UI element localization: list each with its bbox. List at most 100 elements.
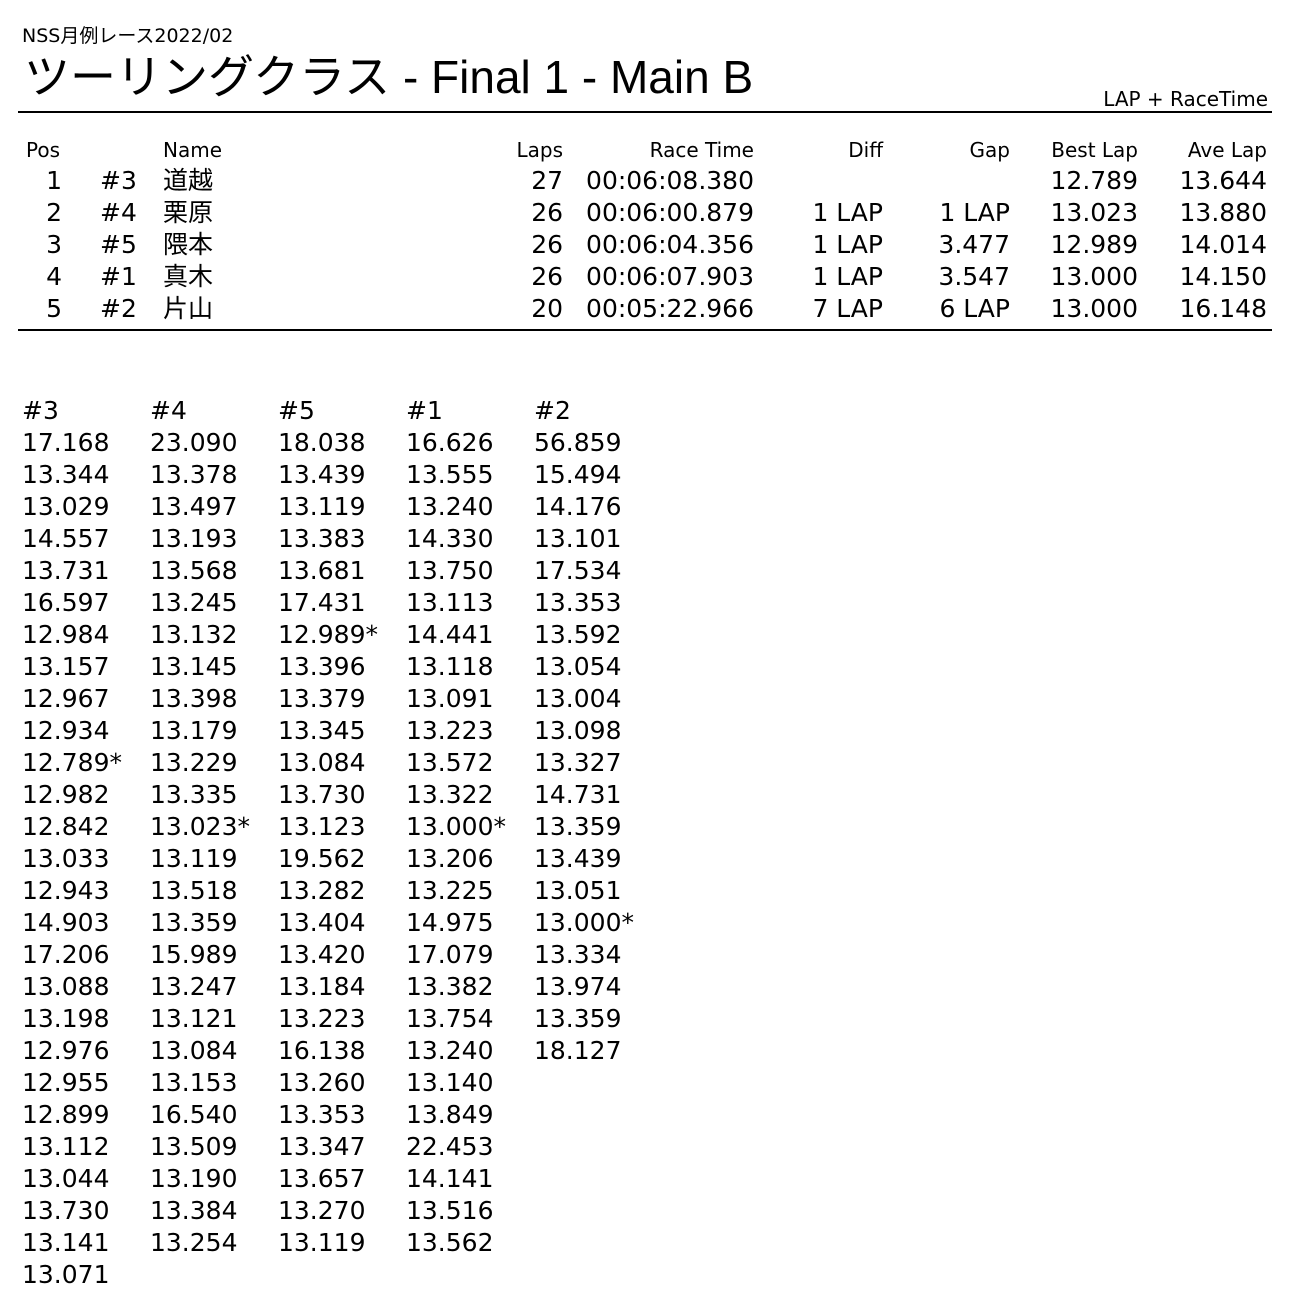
lap-time: 13.153 xyxy=(150,1068,238,1097)
column-header: Laps xyxy=(516,138,563,162)
lap-time: 13.509 xyxy=(150,1132,238,1161)
lap-time: 16.138 xyxy=(278,1036,366,1065)
rule xyxy=(18,329,1272,331)
lap-time: 14.330 xyxy=(406,524,494,553)
lap-time: 13.335 xyxy=(150,780,238,809)
lap-time: 12.955 xyxy=(22,1068,110,1097)
driver-name: 隈本 xyxy=(163,230,214,259)
result-cell: 3.547 xyxy=(938,262,1010,291)
result-cell: #2 xyxy=(100,294,137,323)
lap-time: 22.453 xyxy=(406,1132,494,1161)
result-cell: 1 LAP xyxy=(812,262,883,291)
lap-header: #1 xyxy=(406,396,443,425)
column-header: Race Time xyxy=(649,138,754,162)
lap-time: 13.240 xyxy=(406,492,494,521)
lap-time: 13.379 xyxy=(278,684,366,713)
lap-time: 13.359 xyxy=(150,908,238,937)
lap-time: 13.345 xyxy=(278,716,366,745)
lap-time: 13.353 xyxy=(278,1100,366,1129)
lap-time: 12.984 xyxy=(22,620,110,649)
lap-time: 13.044 xyxy=(22,1164,110,1193)
lap-time: 13.000* xyxy=(406,812,506,841)
lap-time: 13.088 xyxy=(22,972,110,1001)
driver-name: 真木 xyxy=(163,262,214,291)
lap-time: 13.004 xyxy=(534,684,622,713)
lap-time: 17.079 xyxy=(406,940,494,969)
lap-time: 17.168 xyxy=(22,428,110,457)
result-cell: 3 xyxy=(46,230,62,259)
lap-time: 13.140 xyxy=(406,1068,494,1097)
lap-time: 12.967 xyxy=(22,684,110,713)
result-cell: 16.148 xyxy=(1179,294,1267,323)
result-cell: 13.644 xyxy=(1179,166,1267,195)
lap-time: 56.859 xyxy=(534,428,622,457)
lap-time: 12.976 xyxy=(22,1036,110,1065)
lap-time: 13.071 xyxy=(22,1260,110,1289)
result-cell: 00:05:22.966 xyxy=(586,294,754,323)
lap-time: 13.132 xyxy=(150,620,238,649)
result-cell: 13.000 xyxy=(1050,262,1138,291)
lap-time: 13.223 xyxy=(406,716,494,745)
lap-time: 13.383 xyxy=(278,524,366,553)
lap-time: 13.260 xyxy=(278,1068,366,1097)
lap-time: 13.572 xyxy=(406,748,494,777)
rule xyxy=(18,111,1272,113)
lap-time: 13.270 xyxy=(278,1196,366,1225)
lap-time: 13.184 xyxy=(278,972,366,1001)
column-header: Ave Lap xyxy=(1187,138,1267,162)
lap-time: 13.119 xyxy=(150,844,238,873)
lap-time: 13.119 xyxy=(278,1228,366,1257)
lap-time: 13.754 xyxy=(406,1004,494,1033)
lap-time: 13.084 xyxy=(278,748,366,777)
result-cell: 27 xyxy=(531,166,563,195)
lap-time: 13.347 xyxy=(278,1132,366,1161)
lap-time: 13.398 xyxy=(150,684,238,713)
lap-time: 17.431 xyxy=(278,588,366,617)
lap-time: 13.145 xyxy=(150,652,238,681)
result-cell: 20 xyxy=(531,294,563,323)
lap-time: 13.378 xyxy=(150,460,238,489)
lap-time: 13.327 xyxy=(534,748,622,777)
lap-time: 13.229 xyxy=(150,748,238,777)
result-cell: 3.477 xyxy=(938,230,1010,259)
lap-time: 13.247 xyxy=(150,972,238,1001)
lap-time: 13.190 xyxy=(150,1164,238,1193)
lap-time: 13.121 xyxy=(150,1004,238,1033)
lap-time: 13.141 xyxy=(22,1228,110,1257)
lap-header: #5 xyxy=(278,396,315,425)
lap-time: 14.141 xyxy=(406,1164,494,1193)
lap-time: 17.206 xyxy=(22,940,110,969)
lap-time: 13.396 xyxy=(278,652,366,681)
lap-time: 14.731 xyxy=(534,780,622,809)
column-header: Diff xyxy=(848,138,883,162)
lap-time: 15.989 xyxy=(150,940,238,969)
lap-time: 13.439 xyxy=(534,844,622,873)
column-header: Best Lap xyxy=(1051,138,1138,162)
lap-time: 13.112 xyxy=(22,1132,110,1161)
lap-time: 13.420 xyxy=(278,940,366,969)
subtitle: NSS月例レース2022/02 xyxy=(22,25,234,47)
lap-time: 13.101 xyxy=(534,524,622,553)
mode-label: LAP + RaceTime xyxy=(1103,87,1268,111)
lap-time: 13.098 xyxy=(534,716,622,745)
lap-time: 12.842 xyxy=(22,812,110,841)
result-cell: 00:06:07.903 xyxy=(586,262,754,291)
result-cell: 5 xyxy=(46,294,62,323)
lap-time: 13.516 xyxy=(406,1196,494,1225)
column-header: Gap xyxy=(969,138,1010,162)
lap-time: 13.384 xyxy=(150,1196,238,1225)
lap-time: 13.119 xyxy=(278,492,366,521)
lap-time: 13.054 xyxy=(534,652,622,681)
lap-time: 23.090 xyxy=(150,428,238,457)
result-cell: 00:06:04.356 xyxy=(586,230,754,259)
lap-time: 13.562 xyxy=(406,1228,494,1257)
lap-time: 13.240 xyxy=(406,1036,494,1065)
lap-time: 16.597 xyxy=(22,588,110,617)
lap-time: 14.903 xyxy=(22,908,110,937)
lap-time: 13.518 xyxy=(150,876,238,905)
lap-time: 13.254 xyxy=(150,1228,238,1257)
lap-time: 18.127 xyxy=(534,1036,622,1065)
lap-time: 19.562 xyxy=(278,844,366,873)
result-cell: 26 xyxy=(531,262,563,291)
